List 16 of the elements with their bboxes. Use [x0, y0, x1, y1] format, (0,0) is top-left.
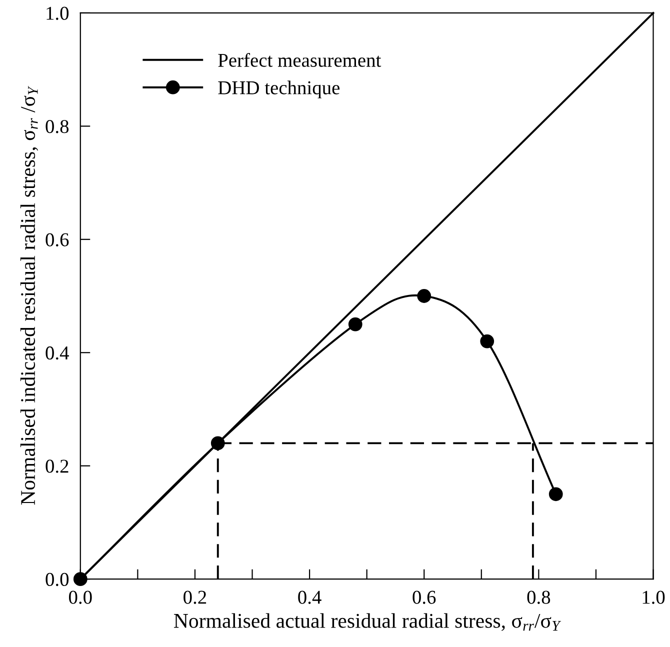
- x-tick-label: 0.2: [184, 590, 206, 604]
- x-axis-title: Normalised actual residual radial stress, σ$_{rr}$/σ$_{Y}$: [174, 613, 562, 631]
- x-tick-label: 0.6: [412, 590, 436, 604]
- x-tick-label: 0.8: [527, 590, 550, 604]
- y-tick-label: 0.0: [46, 572, 69, 586]
- y-tick-label: 0.6: [46, 233, 69, 246]
- y-tick-label: 0.8: [46, 120, 69, 134]
- y-tick-label: 1.0: [46, 6, 69, 20]
- legend-label: Perfect measurement: [218, 53, 382, 67]
- legend-label: DHD technique: [218, 80, 340, 98]
- y-axis-title: Normalised indicated residual radial stress, σ$_{rr}$ /σ$_{Y}$: [20, 86, 38, 505]
- x-tick-label: 1.0: [642, 590, 665, 604]
- x-tick-label: 0.4: [298, 590, 322, 604]
- x-tick-label: 0.0: [68, 590, 92, 604]
- y-tick-label: 0.2: [46, 460, 68, 473]
- y-tick-label: 0.4: [46, 346, 69, 360]
